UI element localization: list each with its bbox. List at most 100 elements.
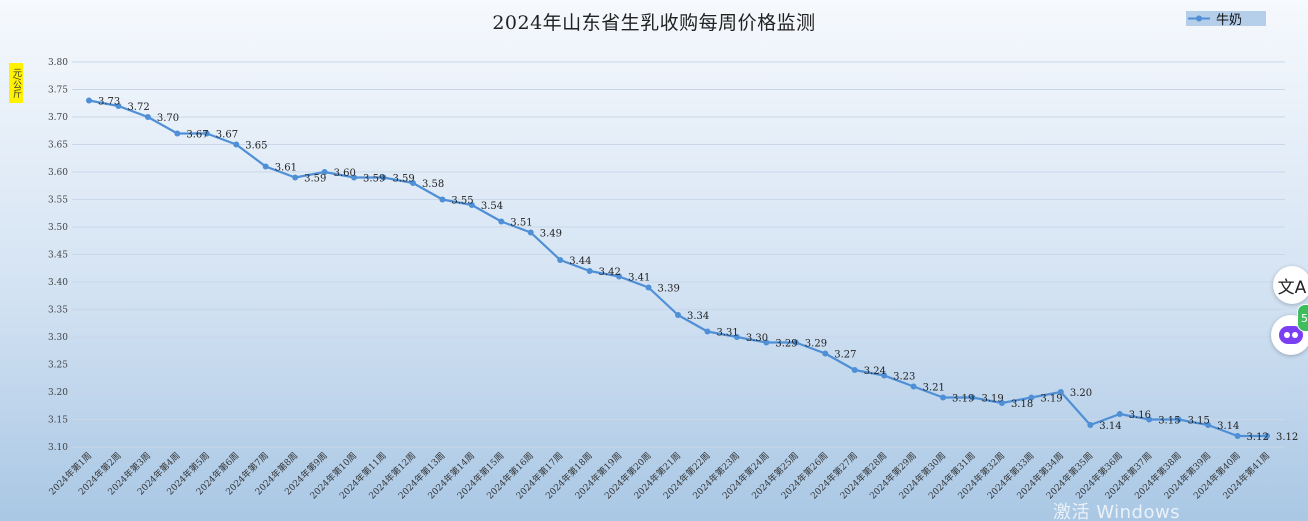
data-point[interactable] [203, 130, 210, 137]
data-label: 3.20 [1070, 388, 1092, 399]
data-point[interactable] [675, 312, 681, 318]
data-point[interactable] [409, 180, 416, 186]
data-point[interactable] [1116, 411, 1123, 417]
data-label: 3.27 [834, 350, 856, 361]
data-point[interactable] [645, 284, 652, 291]
data-point[interactable] [763, 339, 770, 346]
data-point[interactable] [1234, 433, 1241, 439]
data-label: 3.59 [304, 174, 326, 185]
data-label: 3.23 [893, 372, 915, 383]
data-point[interactable] [527, 229, 534, 236]
data-label: 3.54 [481, 201, 503, 212]
data-labels: 3.73 3.72 3.70 3.67 3.67 3.65 3.61 3.59 3.60 3.59… [98, 97, 1298, 444]
data-label: 3.41 [628, 273, 650, 284]
data-label: 3.61 [275, 163, 297, 174]
data-label: 3.12 [1247, 432, 1269, 443]
data-point[interactable] [233, 141, 240, 148]
data-label: 3.67 [216, 130, 238, 141]
data-point[interactable] [321, 169, 328, 175]
data-point[interactable] [910, 383, 917, 390]
y-tick-label: 3.60 [48, 168, 68, 178]
series-milk [86, 97, 1270, 439]
y-tick-label: 3.55 [48, 196, 68, 206]
data-point[interactable] [851, 367, 858, 373]
data-point[interactable] [1057, 389, 1064, 395]
data-point[interactable] [380, 174, 387, 181]
data-point[interactable] [1264, 433, 1270, 439]
data-label: 3.29 [805, 339, 827, 350]
data-point[interactable] [1205, 422, 1212, 428]
y-tick-labels: 3.80 3.75 3.70 3.65 3.60 3.55 3.50 3.45 3.40 3.35… [48, 58, 68, 453]
y-tick-label: 3.40 [48, 278, 68, 288]
grid-lines [72, 61, 1285, 448]
data-point[interactable] [881, 372, 888, 379]
data-label: 3.14 [1099, 421, 1121, 432]
y-tick-label: 3.15 [48, 416, 68, 426]
y-tick-label: 3.10 [48, 443, 68, 453]
legend-label: 牛奶 [1216, 13, 1243, 28]
data-point[interactable] [351, 174, 358, 181]
data-point[interactable] [586, 268, 593, 274]
assistant-badge: 5 [1297, 304, 1308, 332]
data-point[interactable] [733, 334, 740, 340]
data-label: 3.19 [952, 394, 974, 405]
data-point[interactable] [262, 163, 269, 170]
data-label: 3.44 [569, 256, 591, 267]
y-tick-label: 3.35 [48, 306, 68, 316]
data-label: 3.51 [510, 218, 532, 229]
data-point[interactable] [86, 97, 92, 104]
y-tick-label: 3.50 [48, 223, 68, 233]
data-point[interactable] [1028, 394, 1035, 401]
y-tick-label: 3.45 [48, 251, 68, 261]
data-label: 3.18 [1011, 399, 1033, 410]
data-point[interactable] [115, 103, 122, 109]
data-point[interactable] [557, 257, 564, 263]
data-label: 3.49 [540, 229, 562, 240]
assistant-icon [1279, 326, 1303, 344]
data-point[interactable] [468, 202, 475, 208]
data-label: 3.29 [775, 339, 797, 350]
legend[interactable]: 牛奶 [1186, 11, 1266, 28]
data-label: 3.21 [923, 383, 945, 394]
data-point[interactable] [704, 328, 711, 335]
data-point[interactable] [940, 394, 947, 401]
data-point[interactable] [1175, 416, 1182, 423]
y-tick-label: 3.25 [48, 361, 68, 371]
data-label: 3.34 [687, 311, 709, 322]
data-label: 3.19 [982, 394, 1004, 405]
data-label: 3.31 [716, 328, 738, 339]
translate-button[interactable]: 文A [1273, 266, 1308, 304]
data-label: 3.58 [422, 179, 444, 190]
data-label: 3.15 [1188, 416, 1210, 427]
data-point[interactable] [174, 130, 181, 137]
data-point[interactable] [1087, 422, 1094, 428]
data-point[interactable] [498, 218, 505, 225]
y-tick-label: 3.30 [48, 333, 68, 343]
windows-activation-watermark: 激活 Windows [1053, 502, 1181, 521]
data-point[interactable] [1146, 416, 1153, 423]
data-point[interactable] [792, 339, 799, 346]
data-point[interactable] [969, 394, 976, 401]
legend-line-icon [1188, 15, 1210, 22]
data-point[interactable] [998, 400, 1005, 406]
data-label: 3.24 [864, 366, 886, 377]
data-label: 3.12 [1276, 432, 1298, 443]
data-label: 3.14 [1217, 421, 1239, 432]
data-label: 3.67 [186, 130, 208, 141]
x-tick-labels: 2024年第1周2024年第2周2024年第3周2024年第4周2024年第5周… [46, 450, 1272, 502]
data-point[interactable] [144, 114, 151, 120]
chart-title: 2024年山东省生乳收购每周价格监测 [492, 12, 816, 34]
data-label: 3.72 [127, 102, 149, 113]
data-point[interactable] [292, 174, 299, 181]
data-label: 3.59 [393, 174, 415, 185]
y-tick-label: 3.75 [48, 86, 68, 96]
translate-icon: 文A [1277, 277, 1307, 298]
data-point[interactable] [822, 350, 829, 357]
data-label: 3.30 [746, 333, 768, 344]
data-point[interactable] [616, 273, 623, 280]
data-label: 3.39 [658, 284, 680, 295]
data-point[interactable] [439, 196, 446, 203]
data-label: 3.70 [157, 113, 179, 124]
y-tick-label: 3.70 [48, 113, 68, 123]
